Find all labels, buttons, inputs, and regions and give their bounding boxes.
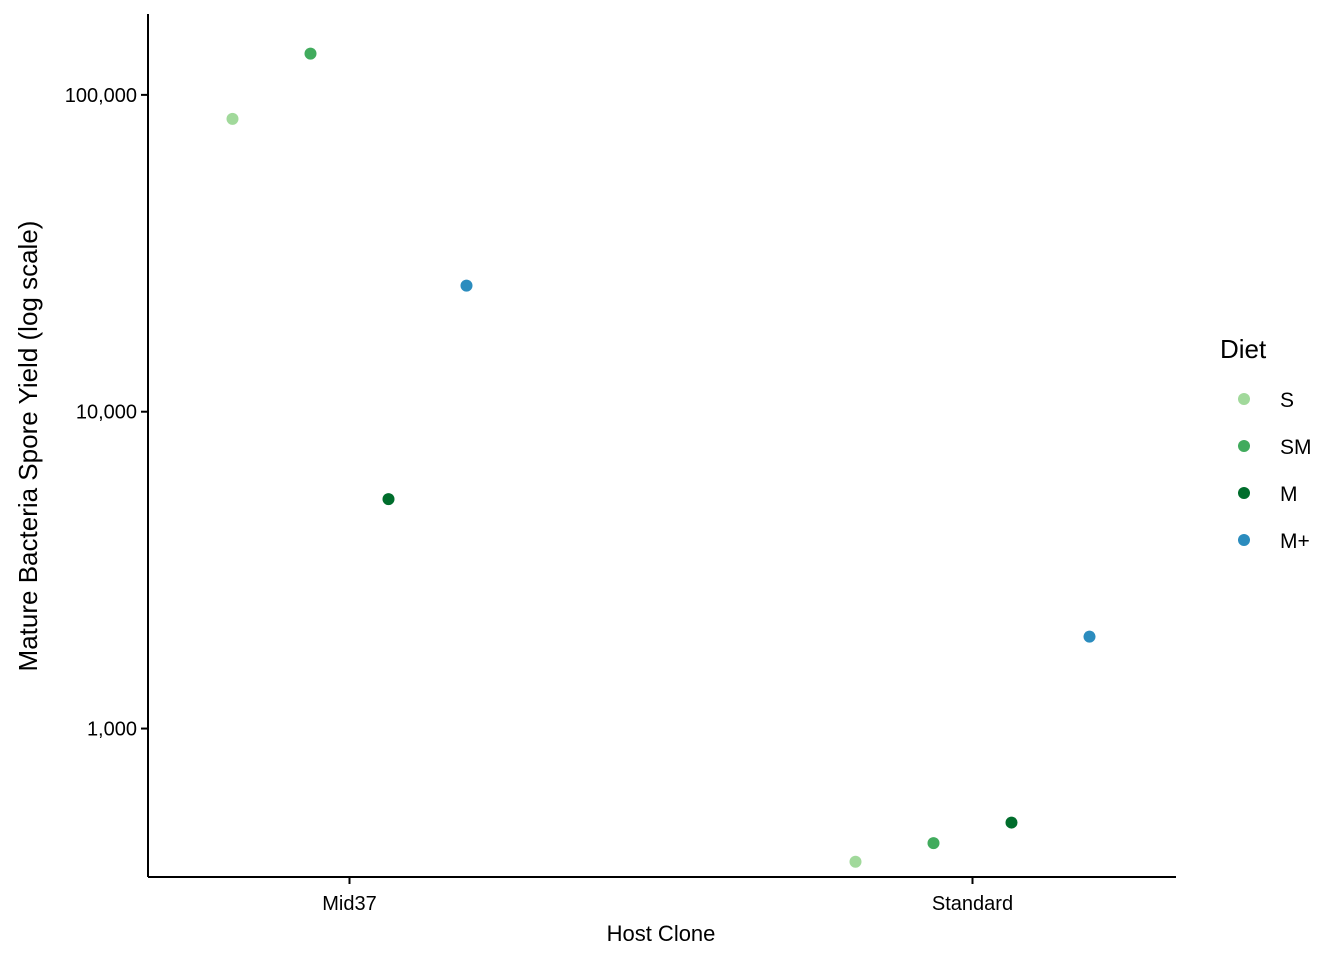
- legend-key-s: [1238, 393, 1250, 405]
- y-tick-label: 1,000: [87, 719, 137, 741]
- legend-label-mplus: M+: [1280, 530, 1310, 553]
- x-axis-ticks: Mid37 Standard: [322, 877, 1013, 915]
- y-tick-label: 10,000: [76, 402, 137, 424]
- legend: Diet S SM M M+: [1220, 334, 1312, 553]
- legend-label-s: S: [1280, 389, 1294, 412]
- data-point-m-standard: [1005, 816, 1018, 829]
- data-point-s-standard: [849, 855, 862, 868]
- data-point-mplus-mid37: [460, 279, 473, 292]
- x-tick-label: Standard: [932, 893, 1013, 915]
- y-tick-label: 100,000: [65, 85, 137, 107]
- legend-key-mplus: [1238, 534, 1250, 546]
- legend-title: Diet: [1220, 334, 1267, 364]
- y-axis-title: Mature Bacteria Spore Yield (log scale): [13, 221, 43, 672]
- data-point-sm-mid37: [304, 47, 317, 60]
- x-axis-title: Host Clone: [607, 921, 716, 946]
- legend-label-sm: SM: [1280, 436, 1312, 459]
- data-points: [226, 47, 1096, 868]
- data-point-sm-standard: [927, 837, 940, 850]
- data-point-s-mid37: [226, 112, 239, 125]
- data-point-mplus-standard: [1083, 630, 1096, 643]
- data-point-m-mid37: [382, 493, 395, 506]
- legend-key-m: [1238, 487, 1250, 499]
- legend-key-sm: [1238, 440, 1250, 452]
- y-axis-ticks: 1,000 10,000 100,000: [65, 85, 148, 741]
- x-tick-label: Mid37: [322, 893, 376, 915]
- legend-label-m: M: [1280, 483, 1298, 506]
